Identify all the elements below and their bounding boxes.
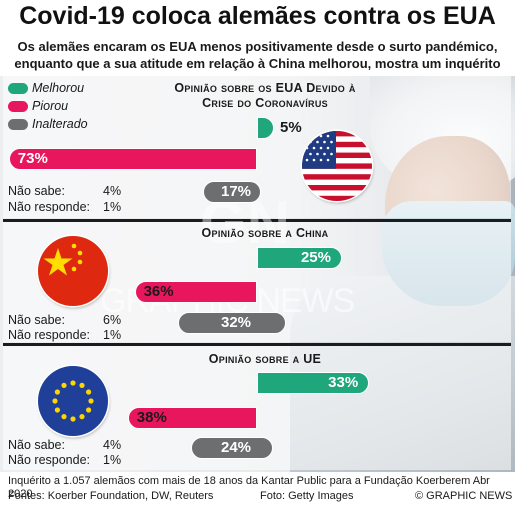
nao-sabe-value: 6%: [103, 313, 122, 327]
bar-unchanged: 24%: [191, 437, 273, 459]
nao-sabe-label: Não sabe:: [8, 438, 65, 452]
bar-value-label: 33%: [328, 374, 359, 391]
bar-value-label: 24%: [220, 439, 252, 456]
bar-value-label: 32%: [220, 314, 252, 331]
chart-title-line: Crise do Coronavírus: [202, 96, 328, 110]
legend-swatch: [8, 118, 28, 130]
bar-improved: 33%: [257, 372, 370, 394]
eu-flag-icon: [38, 366, 108, 436]
nao-sabe-value: 4%: [103, 184, 122, 198]
chart-title-eu: Opinião sobre a UE: [140, 352, 390, 367]
bar-value-label: 36%: [143, 283, 174, 300]
legend-swatch: [8, 82, 28, 94]
footer-photo-credit: Foto: Getty Images: [260, 490, 354, 502]
nao-responde-value: 1%: [103, 453, 122, 467]
legend-item-improved: Melhorou: [8, 81, 84, 95]
no-response-row: Não responde: 1%: [8, 200, 138, 215]
bar-unchanged: 17%: [203, 181, 261, 203]
divider: [3, 343, 511, 346]
nao-responde-label: Não responde:: [8, 328, 91, 342]
chart-title-usa: Opinião sobre os EUA Devido à Crise do C…: [140, 81, 390, 111]
no-response-row: Não responde: 1%: [8, 453, 138, 468]
legend-label: Melhorou: [32, 81, 85, 95]
bar-value-label: 25%: [300, 249, 331, 266]
divider: [3, 219, 511, 222]
nao-sabe-label: Não sabe:: [8, 313, 65, 327]
bar-worsened: 73%: [8, 148, 257, 170]
bar-value-label: 5%: [280, 119, 302, 136]
chart-title-line: Opinião sobre a UE: [208, 352, 322, 366]
nao-responde-value: 1%: [103, 200, 122, 214]
bar-unchanged: 32%: [177, 312, 287, 334]
no-answer-row: Não sabe: 6%: [8, 313, 138, 328]
legend-item-worsened: Piorou: [8, 99, 68, 113]
no-response-row: Não responde: 1%: [8, 328, 138, 343]
bar-worsened: 36%: [134, 281, 257, 303]
bar-value-label: 38%: [136, 409, 167, 426]
subtitle-line-1: Os alemães encaram os EUA menos positiva…: [17, 39, 498, 54]
subtitle: Os alemães encaram os EUA menos positiva…: [4, 38, 511, 72]
nao-responde-label: Não responde:: [8, 200, 91, 214]
legend-label: Inalterado: [32, 117, 88, 131]
usa-flag-icon: [302, 131, 372, 201]
legend-swatch: [8, 100, 28, 112]
bar-improved: [257, 117, 274, 139]
footer-sources: Fontes: Koerber Foundation, DW, Reuters: [8, 490, 214, 502]
footer-note: Inquérito a 1.057 alemãos com mais de 18…: [8, 475, 490, 500]
nao-responde-value: 1%: [103, 328, 122, 342]
nao-responde-label: Não responde:: [8, 453, 91, 467]
nao-sabe-label: Não sabe:: [8, 184, 65, 198]
no-answer-row: Não sabe: 4%: [8, 438, 138, 453]
subtitle-line-2: enquanto que a sua atitude em relação à …: [14, 56, 501, 71]
bar-value-label: 17%: [220, 183, 252, 200]
footer-credit: © GRAPHIC NEWS: [415, 490, 513, 502]
chart-title-line: Opinião sobre a China: [201, 226, 329, 240]
bar-worsened: 38%: [127, 407, 257, 429]
chart-title-line: Opinião sobre os EUA Devido à: [174, 81, 356, 95]
legend-label: Piorou: [32, 99, 69, 113]
chart-title-china: Opinião sobre a China: [140, 226, 390, 241]
nao-sabe-value: 4%: [103, 438, 122, 452]
bar-improved: 25%: [257, 247, 342, 269]
bar-value-label: 73%: [17, 150, 48, 167]
page-title: Covid-19 coloca alemães contra os EUA: [19, 2, 496, 30]
no-answer-row: Não sabe: 4%: [8, 184, 138, 199]
legend-item-unchanged: Inalterado: [8, 117, 88, 131]
china-flag-icon: [38, 236, 108, 306]
